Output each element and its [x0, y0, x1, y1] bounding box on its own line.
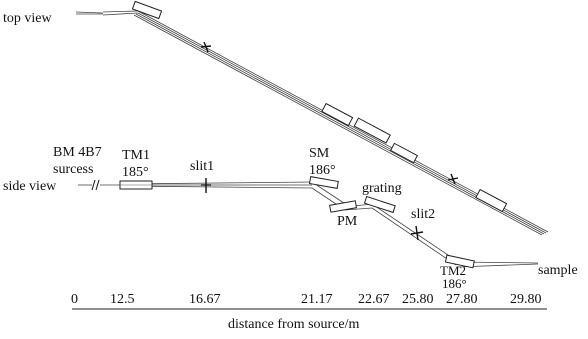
axis-tick-3: 21.17 — [301, 292, 333, 307]
side-view-elements — [119, 176, 475, 269]
axis-tick-2: 16.67 — [189, 292, 221, 307]
axis-tick-6: 27.80 — [446, 292, 478, 307]
side-view-label: side view — [3, 179, 57, 194]
source-label-line2: surcess — [53, 162, 93, 177]
side-view-slits — [201, 178, 424, 241]
top-view-sm — [321, 102, 354, 127]
top-view-slits — [200, 41, 459, 185]
sm-label: SM — [309, 146, 330, 161]
tm1-angle-label: 185° — [122, 165, 149, 180]
slit1-label: slit1 — [190, 159, 214, 174]
side-view-sm — [308, 176, 339, 189]
top-view-tm1 — [131, 0, 163, 20]
axis-label: distance from source/m — [228, 317, 360, 332]
slit2-label: slit2 — [411, 207, 435, 222]
top-view-pm — [389, 142, 419, 164]
sample-label: sample — [538, 263, 578, 278]
top-view-elements — [131, 0, 508, 213]
pm-label: PM — [337, 214, 358, 229]
grating-label: grating — [362, 181, 402, 196]
axis-tick-5: 25.80 — [402, 292, 434, 307]
tm2-angle-label: 186° — [442, 276, 467, 291]
top-view-grating — [353, 117, 391, 144]
top-view-beam — [75, 10, 549, 236]
source-label-line1: BM 4B7 — [53, 145, 102, 160]
side-view-pm — [329, 200, 358, 213]
axis-tick-4: 22.67 — [358, 292, 390, 307]
top-view-label: top view — [3, 11, 52, 26]
axis-tick-7: 29.80 — [510, 292, 542, 307]
axis-tick-0: 0 — [71, 292, 78, 307]
axis-tick-1: 12.5 — [110, 292, 135, 307]
side-view-beam — [78, 181, 539, 268]
side-view-tm2 — [444, 254, 475, 269]
top-view-tm2 — [475, 188, 508, 213]
side-view-grating — [363, 195, 396, 214]
distance-axis: 0 12.5 16.67 21.17 22.67 25.80 27.80 29.… — [71, 292, 547, 332]
tm1-label: TM1 — [122, 148, 150, 163]
side-view-break-mark — [91, 179, 100, 191]
sm-angle-label: 186° — [309, 163, 336, 178]
top-view-diagram: top view — [3, 0, 549, 236]
side-view-diagram: side view BM 4B7 surcess TM1 185° slit1 … — [3, 145, 578, 291]
